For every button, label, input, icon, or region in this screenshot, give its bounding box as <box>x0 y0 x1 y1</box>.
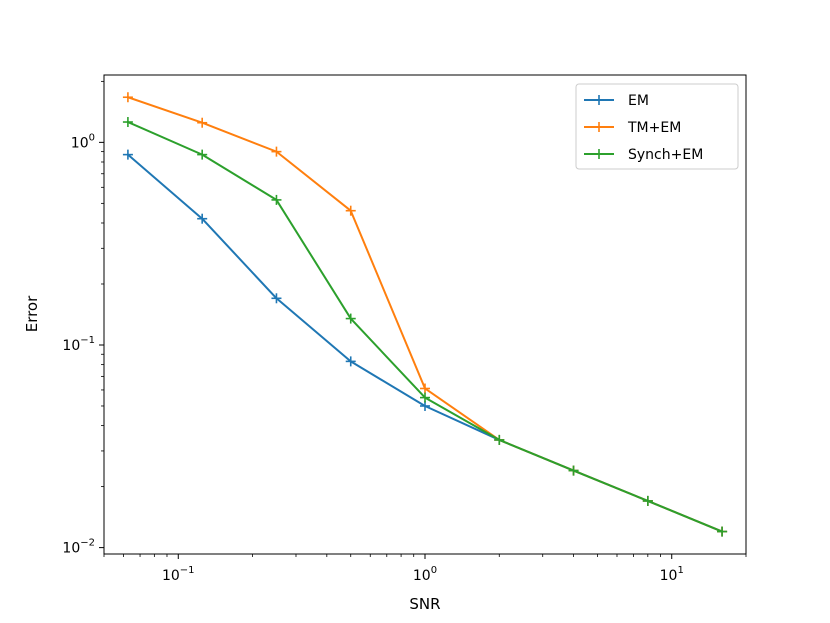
x-tick-exponent: 1 <box>677 565 683 576</box>
data-point-tm-em <box>420 383 430 394</box>
data-point-synch-em <box>122 117 133 128</box>
plot-frame <box>103 74 747 555</box>
legend-label: EM <box>628 93 649 109</box>
data-point-synch-em <box>197 149 208 160</box>
data-point-synch-em <box>642 495 653 506</box>
y-tick-exponent: −2 <box>80 538 95 549</box>
data-point-synch-em <box>494 434 505 445</box>
y-tick-label: 100 <box>71 132 95 151</box>
data-point-synch-em <box>271 194 282 205</box>
data-point-tm-em <box>271 146 282 157</box>
y-tick-label: 10−1 <box>62 335 95 354</box>
x-tick-label: 10−1 <box>162 565 195 584</box>
data-point-synch-em <box>717 526 728 537</box>
y-tick-label: 10−2 <box>62 538 95 557</box>
data-point-tm-em <box>122 92 133 103</box>
data-point-em <box>345 356 356 367</box>
data-point-tm-em <box>345 205 356 216</box>
legend-label: Synch+EM <box>628 147 703 163</box>
x-tick-base: 10 <box>660 568 678 584</box>
series-synch-em <box>122 117 728 537</box>
legend-item-em: EM <box>584 93 649 109</box>
data-point-synch-em <box>420 392 430 403</box>
x-tick-base: 10 <box>413 568 431 584</box>
y-tick-exponent: −1 <box>80 335 95 346</box>
x-axis-label: SNR <box>409 595 440 613</box>
legend-item-tm-em: TM+EM <box>584 120 681 136</box>
x-tick-exponent: 0 <box>431 565 437 576</box>
y-tick-exponent: 0 <box>89 132 95 143</box>
data-point-tm-em <box>197 117 208 128</box>
data-point-synch-em <box>345 313 356 324</box>
x-tick-label: 100 <box>413 565 437 584</box>
data-point-em <box>122 149 133 160</box>
data-point-em <box>420 400 430 411</box>
x-tick-label: 101 <box>660 565 684 584</box>
y-tick-base: 10 <box>71 135 89 151</box>
data-point-synch-em <box>568 465 579 476</box>
data-point-em <box>197 213 208 224</box>
series-layer <box>122 92 728 537</box>
x-tick-exponent: −1 <box>180 565 195 576</box>
y-tick-base: 10 <box>62 338 80 354</box>
legend-frame <box>575 83 739 170</box>
data-point-em <box>271 293 282 304</box>
legend: EM TM+EM Synch+EM <box>575 83 739 170</box>
legend-item-synch-em: Synch+EM <box>584 147 703 163</box>
legend-label: TM+EM <box>627 120 681 136</box>
y-tick-base: 10 <box>62 541 80 557</box>
x-tick-base: 10 <box>162 568 180 584</box>
y-axis-label: Error <box>23 295 41 332</box>
